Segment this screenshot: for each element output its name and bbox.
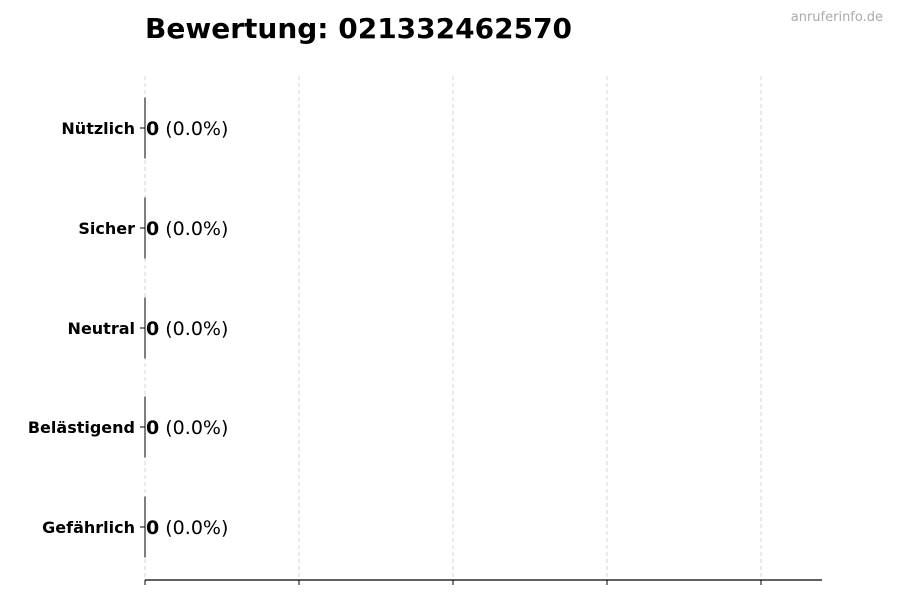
percent-label: (0.0%) [159, 417, 228, 439]
percent-label: (0.0%) [159, 318, 228, 340]
value-label: 0 (0.0%) [146, 517, 228, 539]
category-label: Gefährlich [42, 518, 135, 537]
percent-label: (0.0%) [159, 517, 228, 539]
count-label: 0 [146, 218, 159, 240]
count-label: 0 [146, 517, 159, 539]
value-label: 0 (0.0%) [146, 218, 228, 240]
value-label: 0 (0.0%) [146, 118, 228, 140]
category-label: Belästigend [28, 418, 135, 437]
count-label: 0 [146, 417, 159, 439]
chart-title: Bewertung: 021332462570 [145, 12, 573, 45]
value-label: 0 (0.0%) [146, 318, 228, 340]
value-label: 0 (0.0%) [146, 417, 228, 439]
category-label: Neutral [68, 319, 135, 338]
percent-label: (0.0%) [159, 118, 228, 140]
category-label: Nützlich [61, 119, 135, 138]
count-label: 0 [146, 118, 159, 140]
watermark: anruferinfo.de [790, 10, 883, 25]
category-label: Sicher [78, 219, 135, 238]
percent-label: (0.0%) [159, 218, 228, 240]
count-label: 0 [146, 318, 159, 340]
